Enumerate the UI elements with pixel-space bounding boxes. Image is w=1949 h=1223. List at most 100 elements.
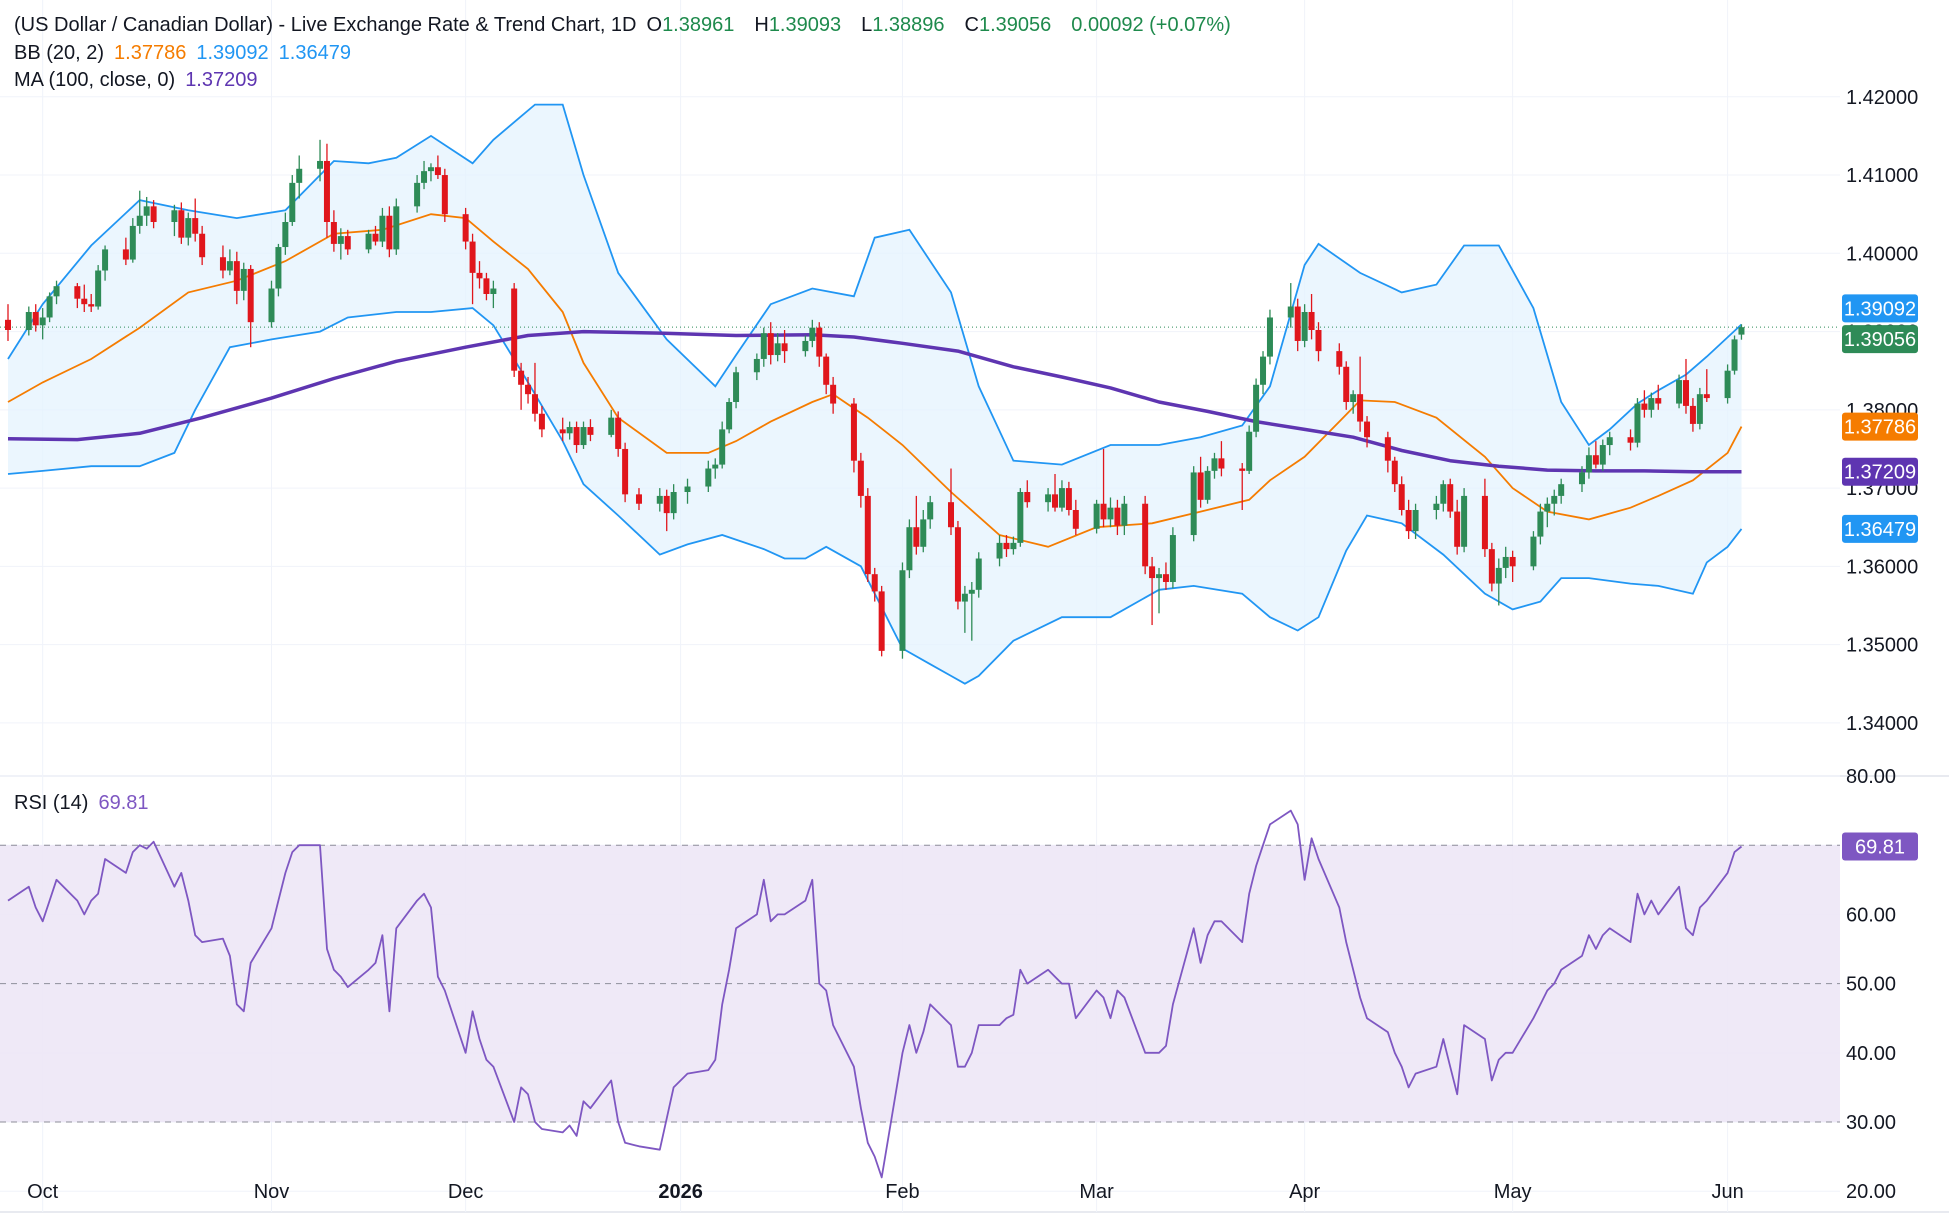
candle-body — [1440, 484, 1447, 504]
badge-last-close-bg — [1842, 325, 1918, 354]
candle-body — [171, 210, 178, 222]
candle-body — [25, 312, 32, 330]
bollinger-legend[interactable]: BB (20, 2) 1.37786 1.39092 1.36479 — [14, 40, 361, 66]
candle-body — [913, 527, 920, 547]
candle-body — [1100, 503, 1107, 520]
time-tick-label: Apr — [1289, 1181, 1320, 1203]
candle-body — [1696, 394, 1703, 424]
badge-bb-upper-bg — [1842, 294, 1918, 323]
time-tick-label: Nov — [254, 1181, 290, 1203]
candle-body — [296, 168, 303, 183]
candle-body — [1350, 394, 1357, 402]
candle-body — [1162, 574, 1169, 582]
ma100-line — [7, 329, 1742, 474]
candle-body — [178, 210, 185, 238]
candle-body — [767, 333, 774, 356]
candle-body — [434, 167, 441, 176]
candle-body — [1530, 536, 1537, 567]
ma-legend[interactable]: MA (100, close, 0) 1.37209 — [14, 67, 267, 93]
candle-body — [344, 236, 351, 250]
candle-body — [1114, 507, 1121, 526]
candle-body — [920, 519, 927, 547]
candle-body — [372, 233, 379, 242]
rsi-label: RSI (14) — [14, 792, 89, 814]
price-badges: 1.39092 1.39056 1.37786 1.37209 1.36479 69.81 — [1842, 294, 1918, 861]
price-tick-label: 1.34000 — [1846, 713, 1918, 735]
candle-body — [1648, 398, 1655, 410]
candle-body — [136, 215, 143, 226]
badge-last-close: 1.39056 — [1842, 325, 1918, 354]
badge-rsi: 69.81 — [1842, 832, 1918, 861]
candle-body — [1731, 339, 1738, 371]
candle-body — [233, 261, 240, 291]
candle-body — [1045, 494, 1052, 503]
ma-label: MA (100, close, 0) — [14, 69, 176, 91]
candle-body — [1447, 484, 1454, 512]
candle-body — [781, 343, 788, 352]
candle-body — [1398, 484, 1405, 510]
candle-body — [1058, 488, 1065, 508]
symbol-legend: (US Dollar / Canadian Dollar) - Live Exc… — [14, 12, 1241, 38]
candle-body — [1197, 472, 1204, 500]
candle-body — [968, 589, 975, 594]
candle-body — [185, 218, 192, 238]
candle-body — [1544, 503, 1551, 512]
candle-body — [850, 403, 857, 461]
candle-body — [1266, 317, 1273, 357]
price-tick-label: 1.36000 — [1846, 556, 1918, 578]
candle-body — [1003, 542, 1010, 550]
candle-body — [961, 593, 968, 602]
candle-body — [899, 570, 906, 651]
candle-body — [129, 225, 136, 260]
candle-body — [573, 427, 580, 446]
candle-body — [538, 413, 545, 430]
bb-basis-value: 1.37786 — [114, 42, 187, 64]
badge-last-close-text: 1.39056 — [1844, 329, 1916, 351]
price-tick-label: 1.42000 — [1846, 87, 1918, 109]
candle-body — [712, 464, 719, 469]
candle-body — [1301, 312, 1308, 341]
candle-body — [954, 527, 961, 602]
candle-body — [476, 272, 483, 279]
badge-rsi-bg — [1842, 832, 1918, 861]
candle-body — [1488, 549, 1495, 584]
rsi-legend[interactable]: RSI (14) 69.81 — [14, 790, 159, 816]
candle-body — [88, 304, 95, 307]
candle-body — [1294, 306, 1301, 341]
candle-body — [1551, 495, 1558, 504]
candle-body — [219, 257, 226, 271]
candle-body — [427, 167, 434, 172]
symbol-title[interactable]: (US Dollar / Canadian Dollar) - Live Exc… — [14, 14, 637, 36]
candle-body — [39, 317, 46, 326]
price-tick-label: 1.35000 — [1846, 635, 1918, 657]
open-value: 1.38961 — [662, 14, 735, 36]
candle-body — [1253, 384, 1260, 432]
candle-body — [608, 417, 615, 435]
candle-body — [1676, 380, 1683, 404]
candle-body — [330, 222, 337, 244]
candle-body — [1149, 566, 1156, 579]
candle-body — [275, 247, 282, 289]
candle-body — [1260, 356, 1267, 385]
candle-body — [1121, 503, 1128, 526]
candle-body — [1156, 574, 1163, 579]
candle-body — [635, 494, 642, 504]
candle-body — [1599, 445, 1606, 465]
candle-body — [1405, 510, 1412, 532]
low-value: 1.38896 — [872, 14, 945, 36]
candle-body — [1592, 455, 1599, 465]
rsi-tick-label: 20.00 — [1846, 1181, 1896, 1203]
candle-body — [511, 288, 518, 371]
candle-body — [1010, 542, 1017, 550]
candle-body — [705, 468, 712, 487]
candle-body — [1537, 511, 1544, 537]
candle-body — [802, 340, 809, 352]
price-axis[interactable]: 1.420001.410001.400001.390001.380001.370… — [1846, 87, 1918, 1203]
candle-body — [1724, 370, 1731, 399]
candle-body — [268, 288, 275, 323]
candle-body — [1585, 455, 1592, 473]
candle-body — [32, 312, 39, 326]
time-axis[interactable]: Oct Nov Dec 2026 Feb Mar Apr May Jun — [27, 1181, 1744, 1203]
close-label: C — [964, 14, 979, 36]
